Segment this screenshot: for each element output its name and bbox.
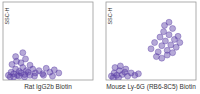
event-point [22, 74, 28, 80]
event-point [164, 52, 170, 58]
event-point [20, 50, 26, 56]
event-point [152, 40, 158, 46]
event-point [13, 54, 19, 60]
event-point [11, 74, 17, 80]
event-point [162, 38, 168, 44]
event-point [175, 33, 181, 39]
event-point [135, 71, 141, 77]
event-point [16, 73, 22, 79]
event-point [110, 75, 116, 80]
plot-frame [3, 2, 93, 80]
event-point [153, 54, 159, 60]
event-point [157, 34, 163, 40]
event-point [123, 66, 129, 72]
event-point [56, 70, 62, 76]
event-point [41, 72, 47, 78]
figure: SSC-H Rat IgG2b Biotin SSC-H Mouse Ly-6G (R… [0, 0, 200, 94]
y-axis-label: SSC-H [107, 7, 113, 24]
event-point [166, 32, 172, 38]
event-point [32, 73, 38, 79]
event-point [170, 26, 176, 32]
x-axis-label: Mouse Ly-6G (RB6-8C5) Biotin [106, 83, 196, 91]
event-point [168, 42, 174, 48]
x-axis-label: Rat IgG2b Biotin [24, 83, 72, 91]
event-point [50, 73, 56, 79]
event-point [116, 75, 122, 80]
event-point [148, 46, 154, 52]
event-point [161, 29, 167, 35]
plot-frame [106, 2, 196, 80]
points [108, 19, 182, 80]
event-point [112, 65, 118, 71]
event-point [170, 50, 176, 56]
event-point [159, 55, 165, 61]
points [5, 50, 61, 80]
event-point [23, 56, 29, 62]
event-point [117, 63, 123, 69]
event-point [166, 19, 172, 25]
event-point [177, 40, 183, 46]
event-point [27, 62, 33, 68]
y-axis-label: SSC-H [4, 7, 10, 24]
